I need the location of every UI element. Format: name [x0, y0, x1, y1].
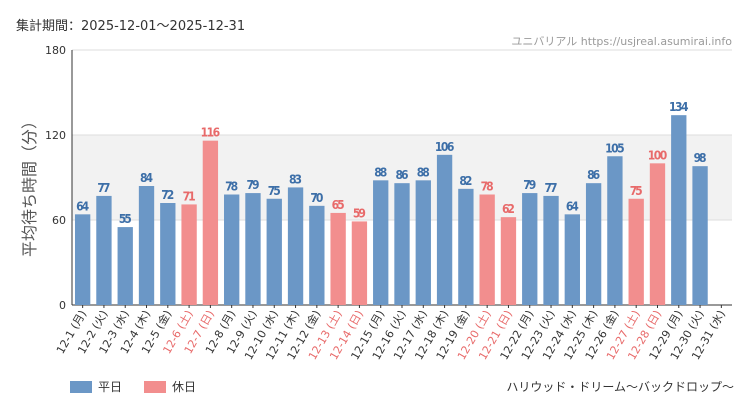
- bar: [628, 198, 644, 305]
- bar: [117, 227, 133, 305]
- data-label: 64: [566, 199, 579, 213]
- bar: [330, 212, 346, 305]
- data-label: 75: [630, 184, 643, 198]
- data-label: 62: [502, 202, 515, 216]
- y-tick-label: 60: [52, 214, 66, 227]
- site-watermark: ユニバリアル https://usjreal.asumirai.info: [511, 35, 732, 48]
- data-label: 106: [435, 140, 455, 154]
- legend-item-weekday[interactable]: 平日: [70, 378, 122, 395]
- bar: [522, 193, 538, 305]
- bar: [373, 180, 389, 305]
- bar: [309, 205, 325, 305]
- data-label: 82: [459, 174, 472, 188]
- attraction-name: ハリウッド・ドリーム～バックドロップ～: [506, 380, 734, 394]
- data-label: 77: [97, 181, 110, 195]
- y-tick-label: 0: [59, 299, 66, 312]
- bar: [692, 166, 708, 305]
- bar: [74, 214, 91, 305]
- bar: [245, 193, 261, 305]
- data-label: 98: [694, 151, 707, 165]
- bar: [458, 188, 474, 305]
- legend-label-weekday: 平日: [98, 380, 123, 394]
- data-label: 59: [353, 206, 366, 220]
- bar: [138, 186, 155, 305]
- data-label: 100: [648, 148, 668, 162]
- data-label: 86: [587, 168, 600, 182]
- data-label: 77: [545, 181, 558, 195]
- bar: [202, 140, 219, 305]
- bar: [436, 154, 453, 305]
- data-label: 55: [119, 212, 132, 226]
- data-label: 72: [161, 188, 174, 202]
- bar: [607, 156, 623, 305]
- bar: [96, 195, 112, 305]
- bar: [564, 214, 580, 305]
- data-label: 78: [225, 180, 238, 194]
- bar: [671, 115, 687, 306]
- data-label: 105: [605, 141, 625, 155]
- legend-item-holiday[interactable]: 休日: [144, 378, 196, 395]
- y-tick-label: 180: [45, 44, 66, 57]
- data-label: 65: [332, 198, 345, 212]
- data-label: 88: [417, 165, 430, 179]
- bar: [649, 163, 666, 305]
- bar: [351, 221, 368, 305]
- bar: [394, 183, 410, 305]
- data-label: 79: [523, 178, 536, 192]
- bar: [266, 198, 282, 305]
- y-tick-label: 120: [45, 129, 66, 142]
- data-label: 78: [481, 180, 494, 194]
- bar: [585, 183, 602, 305]
- bar: [181, 204, 197, 305]
- data-label: 86: [396, 168, 409, 182]
- bar: [543, 195, 559, 305]
- legend-swatch-weekday: [70, 380, 92, 393]
- data-label: 64: [76, 199, 89, 213]
- legend: 平日 休日: [70, 378, 196, 395]
- bar: [500, 217, 517, 305]
- data-label: 71: [183, 189, 196, 203]
- data-label: 88: [374, 165, 387, 179]
- period-label: 集計期間：2025-12-01～2025-12-31: [16, 19, 246, 34]
- bar: [160, 203, 176, 305]
- legend-label-holiday: 休日: [172, 380, 197, 394]
- data-label: 70: [310, 191, 323, 205]
- data-label: 79: [246, 178, 259, 192]
- bar: [287, 187, 304, 305]
- data-label: 83: [289, 172, 302, 186]
- data-label: 134: [669, 100, 689, 114]
- legend-swatch-holiday: [144, 380, 167, 393]
- bar: [479, 194, 495, 305]
- data-label: 116: [201, 126, 221, 140]
- bar: [415, 180, 431, 305]
- data-label: 75: [268, 184, 281, 198]
- data-label: 84: [140, 171, 153, 185]
- bar: [224, 194, 240, 305]
